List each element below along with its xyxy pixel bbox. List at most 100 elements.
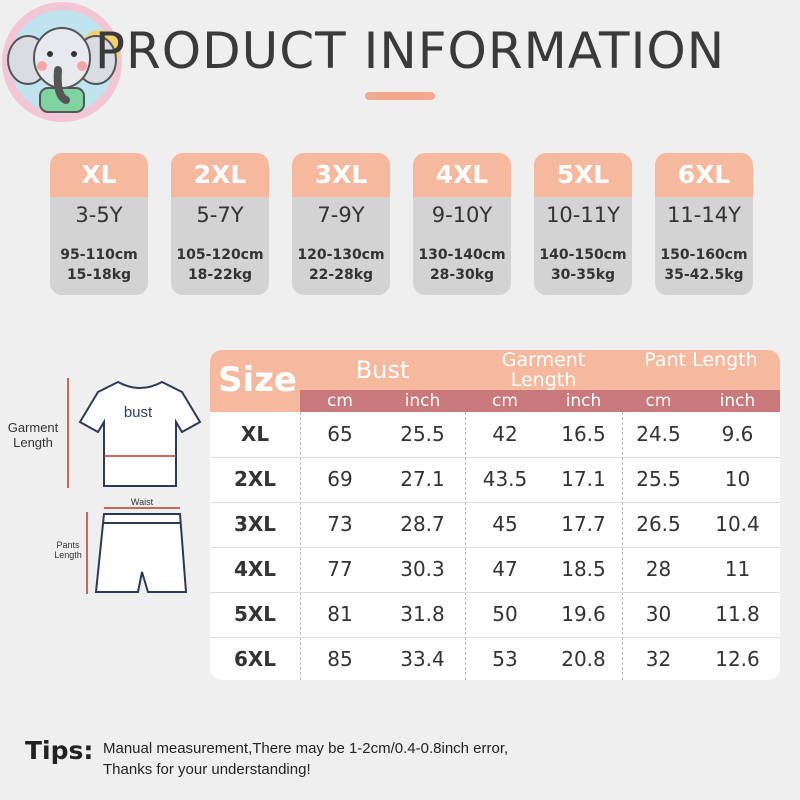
table-cell: 24.5 xyxy=(636,422,681,446)
card-header: 5XL xyxy=(534,153,632,197)
card-height: 95-110cm xyxy=(60,247,138,263)
column-divider xyxy=(300,412,301,680)
table-cell: 27.1 xyxy=(400,467,445,491)
table-cell: 18.5 xyxy=(561,557,606,581)
tips-label: Tips: xyxy=(25,736,94,765)
tips-line: Manual measurement,There may be 1-2cm/0.… xyxy=(103,740,509,757)
diagram xyxy=(67,378,202,594)
card-weight: 22-28kg xyxy=(308,267,374,283)
card-weight: 15-18kg xyxy=(66,267,132,283)
size-header: Size xyxy=(218,360,297,400)
row-size: XL xyxy=(240,422,270,446)
row-size: 6XL xyxy=(233,647,277,671)
card-age: 3-5Y xyxy=(75,203,123,227)
table-cell: 65 xyxy=(327,422,353,446)
card-age: 9-10Y xyxy=(431,203,493,227)
row-size: 5XL xyxy=(233,602,277,626)
table-cell: 17.7 xyxy=(561,512,606,536)
table-cell: 30.3 xyxy=(400,557,445,581)
size-table: Size Bust Garment Length Pant Length cm inch c… xyxy=(210,350,780,680)
table-cell: 17.1 xyxy=(561,467,606,491)
card-height: 130-140cm xyxy=(418,247,506,263)
table-cell: 33.4 xyxy=(400,647,445,671)
table-cell: 30 xyxy=(645,602,672,626)
card-weight: 18-22kg xyxy=(187,267,253,283)
table-cell: 45 xyxy=(492,512,518,536)
pants-length-label: Pants Length xyxy=(54,540,82,560)
row-divider xyxy=(210,547,780,548)
card-height: 105-120cm xyxy=(176,247,264,263)
card-body xyxy=(534,197,632,295)
card-body xyxy=(413,197,511,295)
card-header: 6XL xyxy=(655,153,753,197)
card-body xyxy=(655,197,753,295)
table-cell: 32 xyxy=(645,647,672,671)
card-header: 3XL xyxy=(292,153,390,197)
table-cell: 26.5 xyxy=(636,512,681,536)
table-cell: 77 xyxy=(327,557,353,581)
table-cell: 31.8 xyxy=(400,602,445,626)
table-cell: 19.6 xyxy=(561,602,606,626)
card-age: 10-11Y xyxy=(546,203,620,227)
table-cell: 81 xyxy=(327,602,353,626)
title: PRODUCT INFORMATION xyxy=(94,22,726,80)
unit-header: inch xyxy=(404,391,441,411)
table-cell: 10.4 xyxy=(715,512,760,536)
unit-header: cm xyxy=(645,391,672,411)
card-weight: 35-42.5kg xyxy=(664,267,744,283)
table-cell: 11.8 xyxy=(715,602,760,626)
table-cell: 69 xyxy=(327,467,353,491)
card-height: 150-160cm xyxy=(660,247,748,263)
table-cell: 47 xyxy=(492,557,518,581)
column-divider xyxy=(465,412,466,680)
bust-label: bust xyxy=(123,404,153,421)
table-cell: 10 xyxy=(724,467,751,491)
card-weight: 28-30kg xyxy=(429,267,495,283)
table-cell: 53 xyxy=(492,647,518,671)
group-header: Garment Length xyxy=(501,350,586,391)
card-age: 7-9Y xyxy=(317,203,365,227)
card-body xyxy=(292,197,390,295)
table-cell: 25.5 xyxy=(400,422,445,446)
table-cell: 73 xyxy=(327,512,353,536)
card-header: 4XL xyxy=(413,153,511,197)
waist-label: Waist xyxy=(130,497,154,507)
table-cell: 43.5 xyxy=(482,467,528,491)
row-size: 4XL xyxy=(233,557,277,581)
card-weight: 30-35kg xyxy=(550,267,616,283)
card-age: 5-7Y xyxy=(196,203,244,227)
table-cell: 20.8 xyxy=(561,647,606,671)
tips-line: Thanks for your understanding! xyxy=(103,761,311,778)
card-header: XL xyxy=(50,153,148,197)
unit-header: cm xyxy=(492,391,518,411)
row-divider xyxy=(210,592,780,593)
table-cell: 11 xyxy=(724,557,751,581)
card-height: 140-150cm xyxy=(539,247,627,263)
unit-header: inch xyxy=(565,391,602,411)
table-cell: 28 xyxy=(645,557,672,581)
card-age: 11-14Y xyxy=(667,203,741,227)
unit-bg xyxy=(300,390,780,412)
tips-text: Manual measurement,There may be 1-2cm/0.… xyxy=(103,738,508,780)
unit-header: cm xyxy=(327,391,353,411)
unit-header: inch xyxy=(719,391,756,411)
table-cell: 50 xyxy=(492,602,518,626)
row-divider xyxy=(210,502,780,503)
underline xyxy=(365,92,435,100)
group-header: Bust xyxy=(355,356,410,384)
garment-length-label: Garment Length xyxy=(7,420,59,450)
table-cell: 42 xyxy=(492,422,518,446)
table-cell: 9.6 xyxy=(721,422,754,446)
card-height: 120-130cm xyxy=(297,247,385,263)
table-cell: 85 xyxy=(327,647,353,671)
row-divider xyxy=(210,457,780,458)
table-cell: 16.5 xyxy=(561,422,606,446)
table-cell: 12.6 xyxy=(715,647,760,671)
group-header: Pant Length xyxy=(644,350,758,371)
card-body xyxy=(171,197,269,295)
table-cell: 25.5 xyxy=(636,467,681,491)
column-divider xyxy=(622,412,623,680)
row-size: 2XL xyxy=(233,467,277,491)
row-divider xyxy=(210,637,780,638)
